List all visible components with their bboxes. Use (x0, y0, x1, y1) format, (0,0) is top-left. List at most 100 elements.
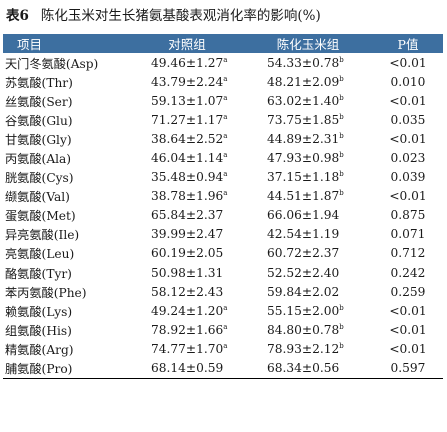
cell-aged-corn: 48.21±2.09b (243, 72, 373, 91)
cell-item-value: 赖氨酸(Lys) (5, 304, 73, 319)
cell-aged-corn: 59.84±2.02 (243, 282, 373, 301)
cell-p-value-value: <0.01 (389, 341, 427, 356)
cell-aged-corn: 68.34±0.56 (243, 358, 373, 379)
cell-aged-corn: 84.80±0.78b (243, 320, 373, 339)
cell-item-value: 酪氨酸(Tyr) (5, 266, 72, 281)
cell-aged-corn-value: 42.54±1.19 (267, 227, 340, 242)
cell-item: 缬氨酸(Val) (3, 187, 131, 206)
table-row: 天门冬氨酸(Asp) 49.46±1.27a 54.33±0.78b <0.01 (3, 53, 443, 72)
cell-aged-corn-value: 44.89±2.31 (267, 131, 340, 146)
cell-p-value-value: 0.242 (390, 265, 426, 280)
cell-p-value-value: 0.712 (390, 246, 426, 261)
cell-aged-corn: 60.72±2.37 (243, 244, 373, 263)
cell-aged-corn: 44.89±2.31b (243, 129, 373, 148)
cell-aged-corn-superscript: b (339, 112, 344, 121)
cell-control-superscript: a (223, 322, 228, 331)
cell-control-value: 46.04±1.14 (151, 151, 224, 166)
cell-aged-corn-value: 54.33±0.78 (267, 55, 340, 70)
header-control: 对照组 (168, 37, 206, 52)
table-row: 丙氨酸(Ala) 46.04±1.14a 47.93±0.98b 0.023 (3, 148, 443, 167)
cell-control: 59.13±1.07a (131, 91, 243, 110)
cell-aged-corn: 42.54±1.19 (243, 225, 373, 244)
cell-control-value: 38.64±2.52 (151, 131, 224, 146)
cell-item: 天门冬氨酸(Asp) (3, 53, 131, 72)
cell-aged-corn-value: 84.80±0.78 (267, 322, 340, 337)
cell-p-value-value: 0.035 (390, 112, 426, 127)
cell-aged-corn: 78.93±2.12b (243, 339, 373, 358)
cell-item: 脯氨酸(Pro) (3, 358, 131, 379)
cell-aged-corn: 63.02±1.40b (243, 91, 373, 110)
cell-control: 68.14±0.59 (131, 358, 243, 379)
cell-control-superscript: a (223, 170, 228, 179)
cell-aged-corn-value: 59.84±2.02 (267, 284, 340, 299)
header-p-value: P值 (397, 37, 419, 52)
table-row: 蛋氨酸(Met) 65.84±2.37 66.06±1.94 0.875 (3, 206, 443, 225)
cell-control: 78.92±1.66a (131, 320, 243, 339)
cell-p-value-value: 0.071 (390, 227, 426, 242)
cell-control-value: 50.98±1.31 (151, 265, 224, 280)
cell-control-value: 78.92±1.66 (151, 322, 224, 337)
cell-item-value: 谷氨酸(Glu) (5, 113, 73, 128)
cell-control: 38.64±2.52a (131, 129, 243, 148)
cell-item-value: 天门冬氨酸(Asp) (5, 56, 99, 71)
cell-aged-corn: 54.33±0.78b (243, 53, 373, 72)
table-body: 天门冬氨酸(Asp) 49.46±1.27a 54.33±0.78b <0.01 苏氨酸… (3, 53, 443, 379)
amino-acid-digestibility-table: 项目 对照组 陈化玉米组 P值 天门冬氨酸(Asp) 49.46±1.27a 54.… (3, 34, 443, 379)
cell-p-value: 0.071 (373, 225, 443, 244)
cell-control-value: 38.78±1.96 (151, 189, 224, 204)
cell-control: 38.78±1.96a (131, 187, 243, 206)
cell-control: 60.19±2.05 (131, 244, 243, 263)
cell-aged-corn: 66.06±1.94 (243, 206, 373, 225)
cell-aged-corn-value: 47.93±0.98 (267, 151, 340, 166)
cell-control: 74.77±1.70a (131, 339, 243, 358)
table-row: 胱氨酸(Cys) 35.48±0.94a 37.15±1.18b 0.039 (3, 168, 443, 187)
cell-control-superscript: a (223, 341, 228, 350)
cell-control: 49.46±1.27a (131, 53, 243, 72)
cell-control-value: 58.12±2.43 (151, 284, 224, 299)
table-row: 亮氨酸(Leu) 60.19±2.05 60.72±2.37 0.712 (3, 244, 443, 263)
cell-control-superscript: a (223, 74, 228, 83)
cell-item-value: 缬氨酸(Val) (5, 190, 70, 205)
cell-item-value: 精氨酸(Arg) (5, 342, 74, 357)
cell-aged-corn-value: 48.21±2.09 (267, 74, 340, 89)
table-row: 赖氨酸(Lys) 49.24±1.20a 55.15±2.00b <0.01 (3, 301, 443, 320)
cell-control: 50.98±1.31 (131, 263, 243, 282)
cell-item: 苯丙氨酸(Phe) (3, 282, 131, 301)
cell-aged-corn-value: 68.34±0.56 (267, 361, 340, 376)
cell-p-value: 0.010 (373, 72, 443, 91)
cell-control-value: 59.13±1.07 (151, 93, 224, 108)
cell-item-value: 胱氨酸(Cys) (5, 171, 74, 186)
cell-p-value-value: <0.01 (389, 303, 427, 318)
cell-aged-corn: 73.75±1.85b (243, 110, 373, 129)
cell-aged-corn-superscript: b (339, 93, 344, 102)
cell-item: 丙氨酸(Ala) (3, 148, 131, 167)
cell-p-value: 0.875 (373, 206, 443, 225)
cell-aged-corn-superscript: b (339, 189, 344, 198)
cell-control: 71.27±1.17a (131, 110, 243, 129)
cell-item-value: 丝氨酸(Ser) (5, 94, 73, 109)
cell-item-value: 亮氨酸(Leu) (5, 247, 75, 262)
cell-item: 酪氨酸(Tyr) (3, 263, 131, 282)
table-row: 精氨酸(Arg) 74.77±1.70a 78.93±2.12b <0.01 (3, 339, 443, 358)
cell-aged-corn-superscript: b (339, 151, 344, 160)
table-row: 苯丙氨酸(Phe) 58.12±2.43 59.84±2.02 0.259 (3, 282, 443, 301)
cell-control: 58.12±2.43 (131, 282, 243, 301)
cell-aged-corn-value: 73.75±1.85 (267, 112, 340, 127)
cell-control-superscript: a (223, 55, 228, 64)
cell-control: 46.04±1.14a (131, 148, 243, 167)
cell-item: 精氨酸(Arg) (3, 339, 131, 358)
cell-control-value: 60.19±2.05 (151, 246, 224, 261)
cell-control-superscript: a (223, 189, 228, 198)
cell-p-value-value: <0.01 (389, 131, 427, 146)
cell-aged-corn-superscript: b (339, 170, 344, 179)
cell-p-value-value: 0.010 (390, 74, 426, 89)
table-number: 表6 (6, 8, 29, 24)
cell-aged-corn-value: 63.02±1.40 (267, 93, 340, 108)
cell-p-value-value: 0.023 (390, 151, 426, 166)
cell-control-value: 68.14±0.59 (151, 361, 224, 376)
cell-p-value: <0.01 (373, 339, 443, 358)
table-row: 谷氨酸(Glu) 71.27±1.17a 73.75±1.85b 0.035 (3, 110, 443, 129)
cell-control-value: 49.24±1.20 (151, 303, 224, 318)
cell-p-value-value: 0.875 (390, 208, 426, 223)
table-row: 甘氨酸(Gly) 38.64±2.52a 44.89±2.31b <0.01 (3, 129, 443, 148)
